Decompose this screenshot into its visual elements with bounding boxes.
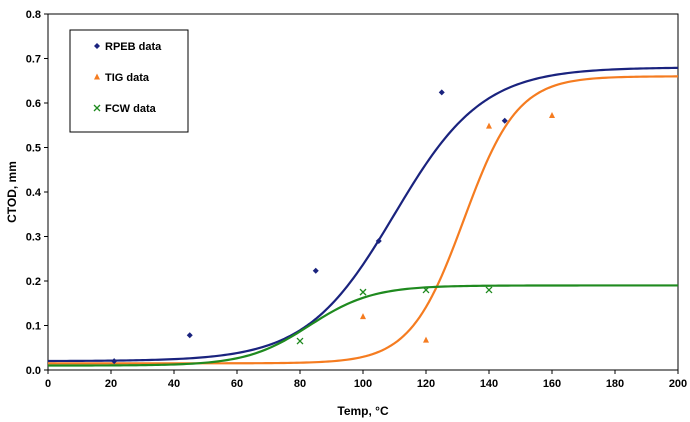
x-tick-label: 0 <box>45 378 51 390</box>
tig-data-point <box>549 111 555 118</box>
fcw-data-point <box>359 288 367 296</box>
y-axis: 0.0 0.1 0.2 0.3 0.4 0.5 0.6 0.7 0.8 <box>26 9 48 377</box>
x-tick-label: 100 <box>354 378 372 390</box>
y-tick-label: 0.0 <box>26 365 41 377</box>
rpeb-data-legend-label: RPEB data <box>105 41 162 53</box>
data-points <box>111 89 555 365</box>
x-tick-label: 120 <box>417 378 435 390</box>
y-tick-label: 0.1 <box>26 321 41 333</box>
fcw-data-point <box>422 286 430 294</box>
rpeb-data-point <box>501 117 508 124</box>
fcw-data-point <box>296 337 304 345</box>
fcw-data-fit-curve <box>48 284 678 367</box>
y-axis-title: CTOD, mm <box>5 161 19 223</box>
rpeb-data-point <box>438 89 445 96</box>
legend: RPEB data TIG data FCW data <box>69 29 189 133</box>
tig-data-legend-label: TIG data <box>105 72 150 84</box>
y-tick-label: 0.2 <box>26 276 41 288</box>
fcw-data-legend-label: FCW data <box>105 103 157 115</box>
y-tick-label: 0.8 <box>26 9 41 21</box>
x-axis: 0 20 40 60 80 100 120 140 160 180 200 <box>45 370 687 390</box>
tig-data-legend-marker <box>94 73 100 80</box>
x-tick-label: 20 <box>105 378 117 390</box>
y-tick-label: 0.6 <box>26 98 41 110</box>
tig-data-fit-curve <box>48 75 679 365</box>
fcw-data-point <box>485 286 493 294</box>
y-tick-label: 0.4 <box>26 187 42 199</box>
tig-data-point <box>486 122 492 129</box>
fcw-data-legend-marker <box>93 104 101 112</box>
x-tick-label: 160 <box>543 378 561 390</box>
rpeb-data-fit-curve <box>47 66 679 363</box>
legend-box <box>69 29 189 133</box>
rpeb-data-point <box>186 332 193 339</box>
y-tick-label: 0.5 <box>26 143 41 155</box>
tig-data-point <box>423 336 429 343</box>
y-tick-label: 0.7 <box>26 54 41 66</box>
x-tick-label: 180 <box>606 378 624 390</box>
tig-data-point <box>360 313 366 320</box>
x-tick-label: 80 <box>294 378 306 390</box>
x-tick-label: 200 <box>669 378 687 390</box>
rpeb-data-point <box>312 267 319 274</box>
y-tick-label: 0.3 <box>26 232 41 244</box>
x-tick-label: 40 <box>168 378 180 390</box>
fit-curves <box>47 66 679 367</box>
x-tick-label: 140 <box>480 378 498 390</box>
rpeb-data-point <box>111 358 118 365</box>
rpeb-data-legend-marker <box>94 43 100 49</box>
rpeb-data-point <box>375 237 382 244</box>
x-tick-label: 60 <box>231 378 243 390</box>
x-axis-title: Temp, °C <box>337 404 389 418</box>
